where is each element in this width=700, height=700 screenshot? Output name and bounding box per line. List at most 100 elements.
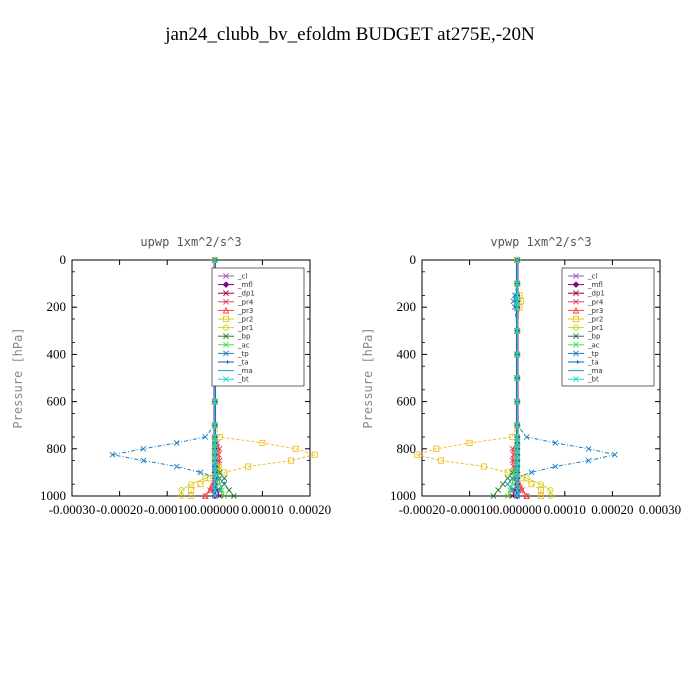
legend-marker xyxy=(573,350,579,357)
data-point-pr1 xyxy=(178,492,185,500)
y-tick-label: 400 xyxy=(47,346,67,361)
data-point-bt xyxy=(211,481,218,488)
data-point-bt xyxy=(514,487,521,494)
y-tick-label: 600 xyxy=(47,394,67,409)
series-line-tp xyxy=(112,260,225,497)
y-tick-label: 400 xyxy=(397,346,417,361)
legend: _cl_mfl_dp1_pr4_pr3_pr2_pr1_bp_ac_tp_ta_… xyxy=(211,267,305,387)
data-point-bt xyxy=(514,351,521,358)
data-point-pr2 xyxy=(537,492,545,500)
data-point-pr2 xyxy=(245,463,252,470)
data-point-pr1 xyxy=(547,487,554,494)
legend-entry: _ta xyxy=(237,359,249,367)
x-tick-label: 0.00010 xyxy=(544,502,586,517)
legend-entry: _ac xyxy=(237,341,250,349)
data-point-pr1 xyxy=(202,475,209,482)
data-point-bp xyxy=(504,475,511,482)
data-point-pr2 xyxy=(433,445,440,452)
data-point-pr2 xyxy=(221,469,228,476)
data-point-bt xyxy=(211,439,218,446)
legend-marker xyxy=(222,315,230,323)
data-point-pr1 xyxy=(537,481,545,488)
data-point-dp1 xyxy=(216,493,223,499)
data-point-pr3 xyxy=(518,486,526,494)
data-point-ac xyxy=(509,481,516,488)
x-tick-label: -0.00010 xyxy=(144,502,191,517)
data-point-bp xyxy=(500,481,506,488)
legend-marker xyxy=(573,341,579,348)
data-point-bt xyxy=(211,434,218,440)
x-tick-label: -0.00020 xyxy=(399,502,446,517)
y-axis-label: Pressure [hPa] xyxy=(11,327,25,428)
data-point-bt xyxy=(514,292,521,299)
legend-entry: _tp xyxy=(237,350,249,358)
chart-panel-upwp: upwp 1xm^2/s^3 Pressure [hPa] 0 200 400 600 80… xyxy=(11,235,331,517)
data-point-pr2 xyxy=(466,439,473,446)
data-point-bt xyxy=(514,257,521,263)
data-point-bp xyxy=(230,493,237,499)
legend-entry: _mfl xyxy=(587,281,603,289)
legend-marker xyxy=(573,290,579,297)
legend-marker xyxy=(572,306,580,314)
data-point-pr2 xyxy=(437,457,445,464)
legend-entry: _cl xyxy=(237,273,247,281)
data-point-tp xyxy=(216,487,223,494)
data-point-pr1 xyxy=(178,487,185,494)
data-point-bp xyxy=(490,493,497,499)
legend-marker xyxy=(223,298,229,305)
legend-marker xyxy=(222,281,230,288)
legend: _cl_mfl_dp1_pr4_pr3_pr2_pr1_bp_ac_tp_ta_… xyxy=(561,267,655,387)
figure-title: jan24_clubb_bv_efoldm BUDGET at275E,-20N xyxy=(164,24,535,45)
legend-entry: _pr1 xyxy=(237,324,253,332)
data-point-pr3 xyxy=(201,492,209,500)
data-point-pr2 xyxy=(292,445,299,452)
data-point-pr2 xyxy=(259,439,266,446)
data-point-bt xyxy=(514,280,521,287)
data-point-ac xyxy=(504,493,511,499)
data-point-pr3 xyxy=(523,492,531,500)
chart-panel-vpwp: vpwp 1xm^2/s^3 Pressure [hPa] 0 200 400 600 80… xyxy=(361,235,681,517)
x-tick-label: -0.00010 xyxy=(446,502,493,517)
data-point-pr2 xyxy=(480,463,487,470)
data-point-bt xyxy=(514,327,521,334)
data-point-bt xyxy=(514,439,521,446)
data-point-tp xyxy=(140,445,147,452)
data-point-ac xyxy=(216,481,223,488)
legend-marker xyxy=(573,333,579,340)
data-point-bp xyxy=(226,487,232,494)
data-point-ac xyxy=(507,487,513,494)
data-point-bt xyxy=(211,445,218,452)
data-point-tp xyxy=(528,469,535,476)
data-point-tp xyxy=(221,481,228,488)
data-point-bt xyxy=(514,304,521,311)
data-point-bt xyxy=(514,445,521,452)
data-point-bt xyxy=(514,298,521,305)
legend-marker xyxy=(223,350,229,357)
data-point-bt xyxy=(514,475,521,482)
y-tick-label: 1000 xyxy=(40,488,66,503)
legend-entry: _pr4 xyxy=(587,298,604,306)
legend-marker xyxy=(223,333,229,340)
data-point-tp xyxy=(585,457,592,464)
x-tick-label: 0.00010 xyxy=(241,502,283,517)
data-point-bt xyxy=(514,457,521,464)
legend-marker xyxy=(573,360,580,364)
data-point-bt xyxy=(514,451,521,458)
panel-title: upwp 1xm^2/s^3 xyxy=(140,235,241,249)
data-point-tp xyxy=(140,457,147,464)
legend-entry: _ac xyxy=(587,341,600,349)
data-point-tp xyxy=(173,463,180,470)
data-point-ac xyxy=(219,487,225,494)
y-tick-label: 800 xyxy=(397,441,417,456)
data-point-pr2 xyxy=(187,487,195,494)
y-axis-label: Pressure [hPa] xyxy=(361,327,375,428)
data-point-bt xyxy=(514,493,521,499)
legend-entry: _pr2 xyxy=(587,316,603,324)
legend-marker xyxy=(572,281,580,288)
y-tick-label: 600 xyxy=(397,394,417,409)
data-point-tp xyxy=(552,439,559,446)
data-point-tp xyxy=(504,481,511,488)
data-point-tp xyxy=(202,434,209,440)
x-tick-label: 0.000000 xyxy=(190,502,239,517)
